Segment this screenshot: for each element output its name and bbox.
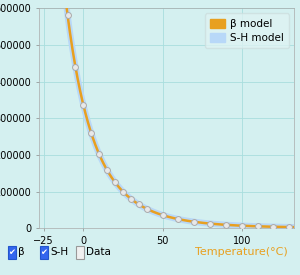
Point bbox=[208, 221, 212, 226]
Point bbox=[287, 225, 292, 229]
Point bbox=[224, 223, 228, 227]
Point bbox=[65, 12, 70, 17]
Text: ✔: ✔ bbox=[40, 248, 47, 257]
Point bbox=[144, 207, 149, 211]
Bar bbox=[76, 246, 84, 259]
Point bbox=[121, 189, 125, 194]
Point bbox=[105, 168, 110, 172]
Point bbox=[271, 225, 276, 229]
Bar bbox=[8, 246, 16, 259]
Text: β: β bbox=[18, 247, 25, 257]
Text: Data: Data bbox=[86, 247, 111, 257]
Text: Temperature(°C): Temperature(°C) bbox=[195, 247, 288, 257]
Point bbox=[255, 224, 260, 229]
Point bbox=[97, 152, 102, 156]
Point bbox=[160, 213, 165, 217]
Point bbox=[239, 224, 244, 228]
Text: ✔: ✔ bbox=[8, 248, 16, 257]
Bar bbox=[40, 246, 48, 259]
Point bbox=[128, 197, 133, 201]
Point bbox=[176, 217, 181, 221]
Point bbox=[136, 202, 141, 207]
Point bbox=[89, 131, 94, 135]
Point bbox=[81, 103, 86, 107]
Point bbox=[112, 180, 117, 185]
Point bbox=[73, 65, 78, 69]
Legend: β model, S-H model: β model, S-H model bbox=[205, 13, 289, 48]
Text: S-H: S-H bbox=[50, 247, 68, 257]
Point bbox=[192, 220, 197, 224]
